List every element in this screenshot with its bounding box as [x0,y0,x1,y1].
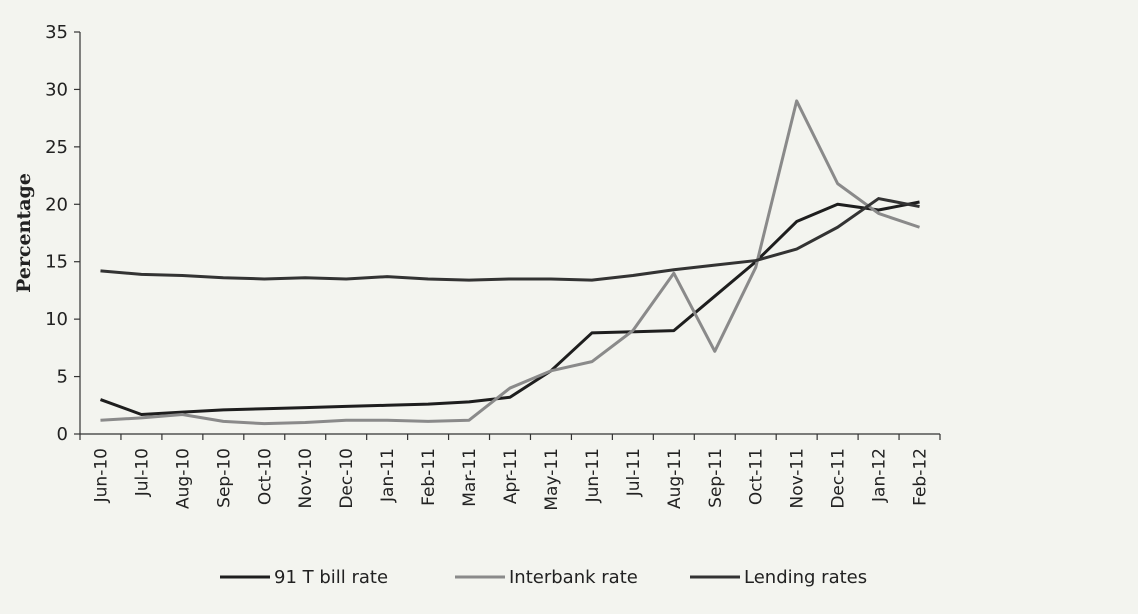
legend-label: 91 T bill rate [274,567,388,588]
x-tick-label: Aug-10 [173,448,193,509]
x-tick-label: Oct-10 [255,448,275,505]
y-tick-label: 0 [57,424,68,445]
x-tick-label: Jun-10 [91,448,111,503]
y-tick-label: 5 [57,367,68,388]
x-tick-label: May-11 [542,448,562,511]
x-tick-label: Jan-12 [870,448,890,503]
y-tick-label: 20 [45,194,68,215]
x-tick-label: Jan-11 [378,448,398,503]
x-tick-label: Jul-10 [132,448,152,497]
x-tick-label: Sep-10 [214,448,234,508]
x-tick-label: Dec-11 [829,448,849,509]
y-tick-label: 10 [45,309,68,330]
y-tick-label: 35 [45,22,68,43]
series-line [100,197,920,282]
y-tick-label: 15 [45,252,68,273]
y-tick-label: 25 [45,137,68,158]
y-tick-label: 30 [45,79,68,100]
x-tick-label: Feb-12 [911,448,931,506]
x-tick-label: Dec-10 [337,448,357,509]
series-line [99,200,920,416]
x-tick-label: Feb-11 [419,448,439,506]
x-tick-label: Nov-10 [296,448,316,509]
x-tick-label: Jun-11 [583,448,603,503]
x-tick-label: Mar-11 [460,448,480,507]
series-line [100,99,921,426]
x-tick-label: Jul-11 [624,448,644,497]
x-tick-label: Nov-11 [788,448,808,509]
x-tick-label: Apr-11 [501,448,521,504]
x-tick-label: Aug-11 [665,448,685,509]
legend-label: Lending rates [744,567,867,588]
legend-label: Interbank rate [509,567,638,588]
y-axis-label: Percentage [13,173,35,293]
x-tick-label: Sep-11 [706,448,726,508]
x-tick-label: Oct-11 [747,448,767,505]
